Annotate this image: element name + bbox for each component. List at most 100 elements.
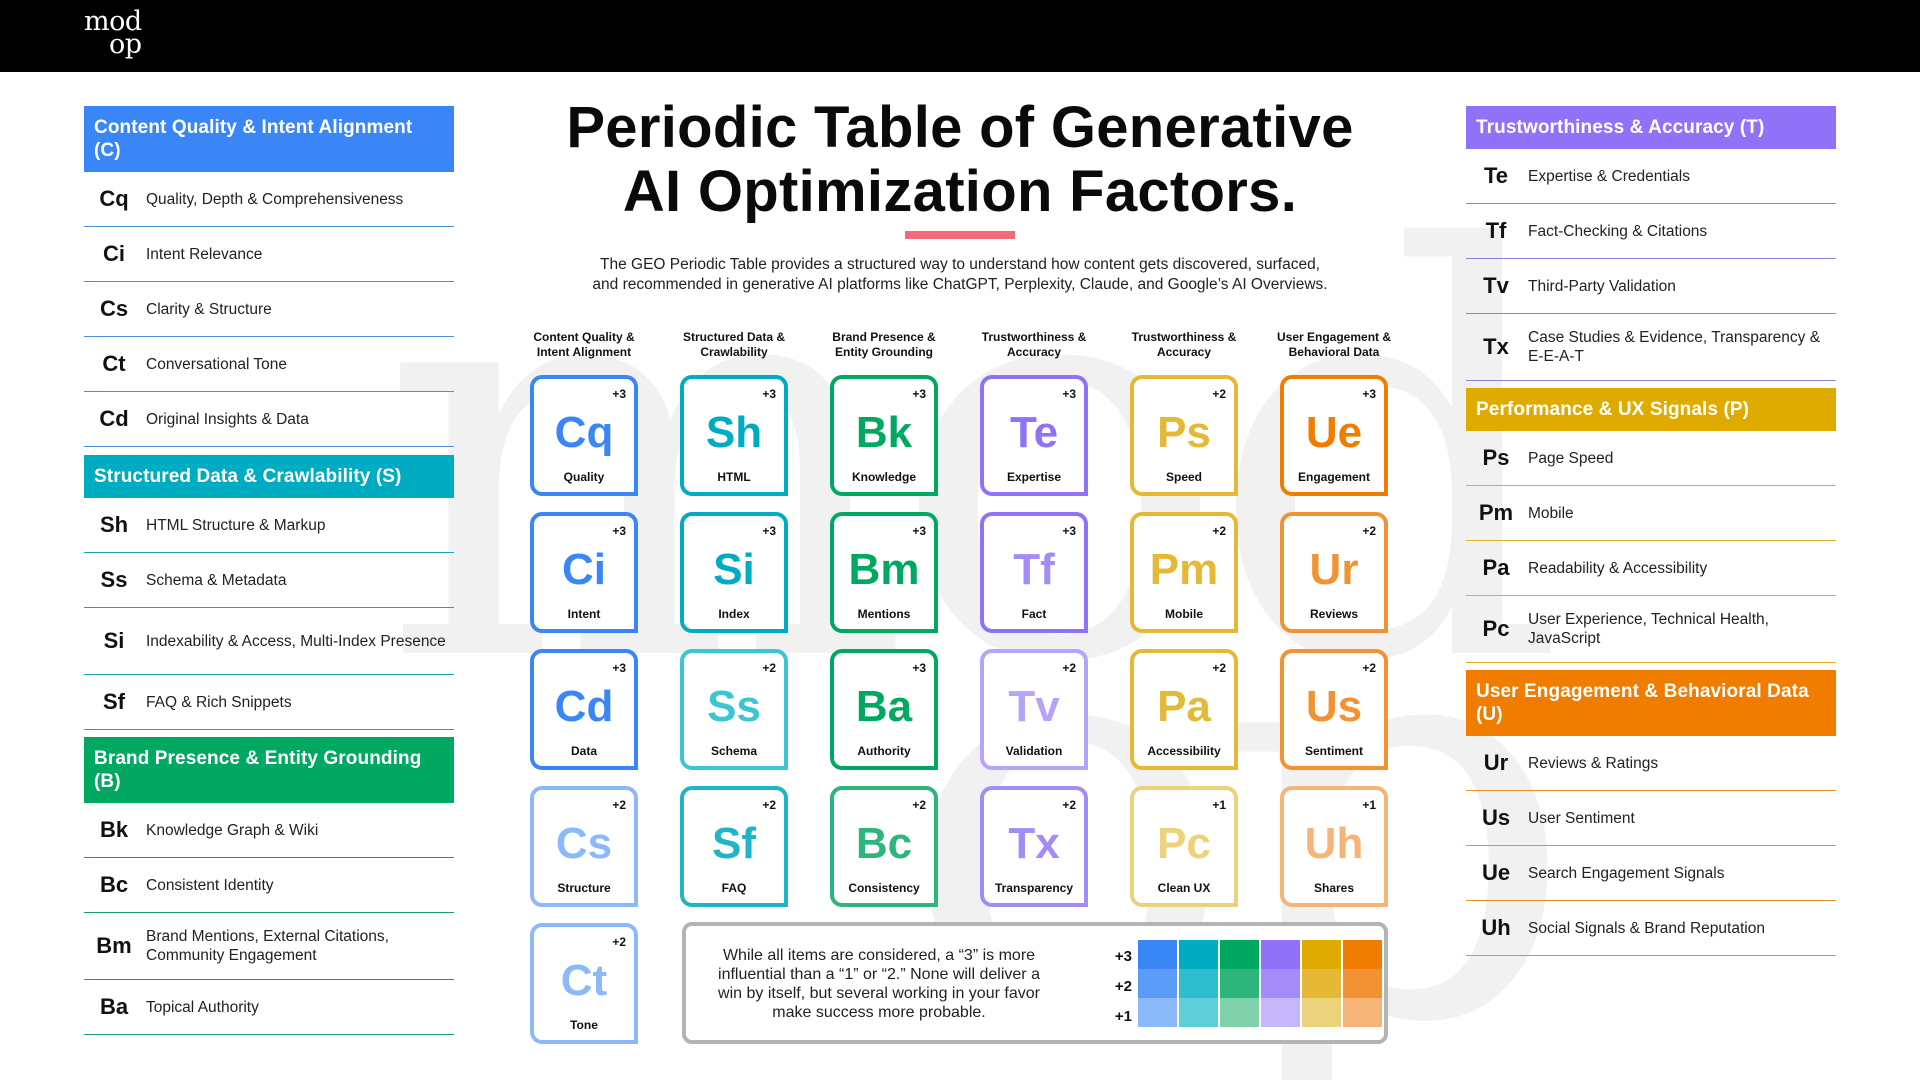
logo-line-1: mod	[84, 6, 142, 37]
tile-symbol: Te	[1009, 408, 1059, 457]
tile-symbol: Si	[713, 545, 755, 594]
tile-score: +3	[612, 524, 626, 538]
element-tile-uh[interactable]: +1 Uh Shares	[1280, 786, 1388, 907]
tile-symbol: Uh	[1304, 819, 1364, 868]
modop-logo[interactable]: mod op	[84, 8, 142, 58]
column-header-line: Intent Alignment	[536, 345, 632, 359]
legend-row: Ps Page Speed	[1466, 431, 1836, 486]
element-tile-tv[interactable]: +2 Tv Validation	[980, 649, 1088, 770]
element-symbol: Pm	[1478, 500, 1514, 525]
element-tile-pc[interactable]: +1 Pc Clean UX	[1130, 786, 1238, 907]
swatch-s-2	[1179, 969, 1218, 998]
tile-name: Speed	[1165, 470, 1202, 484]
element-tile-ue[interactable]: +3 Ue Engagement	[1280, 375, 1388, 496]
element-tile-bk[interactable]: +3 Bk Knowledge	[830, 375, 938, 496]
tile-symbol: Tv	[1008, 682, 1060, 731]
legend-row: Pa Readability & Accessibility	[1466, 541, 1836, 596]
tile-symbol: Ps	[1157, 408, 1211, 457]
column-header-line: Behavioral Data	[1288, 345, 1380, 359]
element-tile-pm[interactable]: +2 Pm Mobile	[1130, 512, 1238, 633]
element-tile-tx[interactable]: +2 Tx Transparency	[980, 786, 1088, 907]
swatch-c-1	[1138, 998, 1177, 1027]
element-tile-ct[interactable]: +2 Ct Tone	[530, 923, 638, 1044]
tile-score: +2	[612, 798, 626, 812]
tile-symbol: Pc	[1157, 819, 1211, 868]
element-description: Original Insights & Data	[146, 410, 309, 428]
element-tile-ss[interactable]: +2 Ss Schema	[680, 649, 788, 770]
element-tile-bm[interactable]: +3 Bm Mentions	[830, 512, 938, 633]
tile-score: +2	[1212, 387, 1226, 401]
tile-symbol: Tf	[1013, 545, 1055, 594]
column-header-line: Accuracy	[1156, 345, 1212, 359]
element-tile-bc[interactable]: +2 Bc Consistency	[830, 786, 938, 907]
element-description: Search Engagement Signals	[1528, 864, 1725, 882]
element-symbol: Bc	[99, 872, 129, 897]
element-tile-te[interactable]: +3 Te Expertise	[980, 375, 1088, 496]
tile-name: Consistency	[848, 881, 920, 895]
column-header-performance: Trustworthiness & Accuracy	[1109, 330, 1259, 360]
element-tile-sf[interactable]: +2 Sf FAQ	[680, 786, 788, 907]
tile-name: Transparency	[994, 881, 1074, 895]
tile-score: +1	[1362, 798, 1376, 812]
column-header-line: Crawlability	[700, 345, 768, 359]
tile-symbol: Pa	[1157, 682, 1211, 731]
swatch-b-2	[1220, 969, 1259, 998]
intro-line-2: and recommended in generative AI platfor…	[592, 276, 1328, 293]
legend-row: Bc Consistent Identity	[84, 858, 454, 913]
element-description: Quality, Depth & Comprehensiveness	[146, 190, 404, 208]
tile-score: +3	[612, 661, 626, 675]
element-symbol: Tx	[1483, 334, 1509, 359]
element-symbol: Bk	[99, 817, 129, 842]
legend-row: Ct Conversational Tone	[84, 337, 454, 392]
tile-score: +2	[1062, 661, 1076, 675]
element-description: Schema & Metadata	[146, 571, 287, 589]
legend-level-2: +2	[1114, 978, 1132, 995]
title-line-1: Periodic Table of Generative	[566, 95, 1354, 160]
element-tile-ba[interactable]: +3 Ba Authority	[830, 649, 938, 770]
tile-score: +2	[1362, 524, 1376, 538]
element-tile-ci[interactable]: +3 Ci Intent	[530, 512, 638, 633]
left-legend-panel: Content Quality & Intent Alignment (C) C…	[84, 106, 454, 1035]
tile-symbol: Tx	[1008, 819, 1060, 868]
tile-score: +2	[612, 935, 626, 949]
column-header-line: Entity Grounding	[835, 345, 933, 359]
element-tile-pa[interactable]: +2 Pa Accessibility	[1130, 649, 1238, 770]
legend-row: Bm Brand Mentions, External Citations, Co…	[84, 913, 454, 980]
element-tile-ps[interactable]: +2 Ps Speed	[1130, 375, 1238, 496]
tile-symbol: Ba	[855, 682, 913, 731]
right-legend-panel: Trustworthiness & Accuracy (T) Te Experti…	[1466, 106, 1836, 956]
tile-name: Engagement	[1297, 470, 1370, 484]
element-tile-cd[interactable]: +3 Cd Data	[530, 649, 638, 770]
tile-score: +2	[1362, 661, 1376, 675]
tile-score: +3	[912, 524, 926, 538]
element-symbol: Ct	[102, 351, 126, 376]
element-symbol: Pa	[1482, 555, 1510, 580]
top-bar: mod op	[0, 0, 1920, 72]
tile-name: Shares	[1313, 881, 1355, 895]
legend-row: Bk Knowledge Graph & Wiki	[84, 803, 454, 858]
title-underline	[905, 231, 1015, 239]
tile-symbol: Ct	[560, 956, 608, 1005]
element-symbol: Bm	[96, 933, 132, 958]
tile-score: +3	[1362, 387, 1376, 401]
element-tile-ur[interactable]: +2 Ur Reviews	[1280, 512, 1388, 633]
element-tile-tf[interactable]: +3 Tf Fact	[980, 512, 1088, 633]
element-tile-cs[interactable]: +2 Cs Structure	[530, 786, 638, 907]
tile-symbol: Us	[1305, 682, 1363, 731]
tile-score: +3	[762, 387, 776, 401]
element-tile-us[interactable]: +2 Us Sentiment	[1280, 649, 1388, 770]
element-symbol: Uh	[1481, 915, 1511, 940]
tile-name: HTML	[717, 470, 751, 484]
legend-row: Tf Fact-Checking & Citations	[1466, 204, 1836, 259]
element-tile-si[interactable]: +3 Si Index	[680, 512, 788, 633]
tile-name: Schema	[710, 744, 758, 758]
category-header-trustworthiness: Trustworthiness & Accuracy (T)	[1466, 106, 1836, 149]
legend-row: Ci Intent Relevance	[84, 227, 454, 282]
legend-row: Pc User Experience, Technical Health, Jav…	[1466, 596, 1836, 663]
column-header-line: Trustworthiness &	[1131, 330, 1237, 344]
column-header-line: Trustworthiness &	[981, 330, 1087, 344]
element-tile-sh[interactable]: +3 Sh HTML	[680, 375, 788, 496]
element-symbol: Ss	[100, 567, 128, 592]
element-tile-cq[interactable]: +3 Cq Quality	[530, 375, 638, 496]
legend-line: While all items are considered, a “3” is…	[722, 947, 1036, 964]
